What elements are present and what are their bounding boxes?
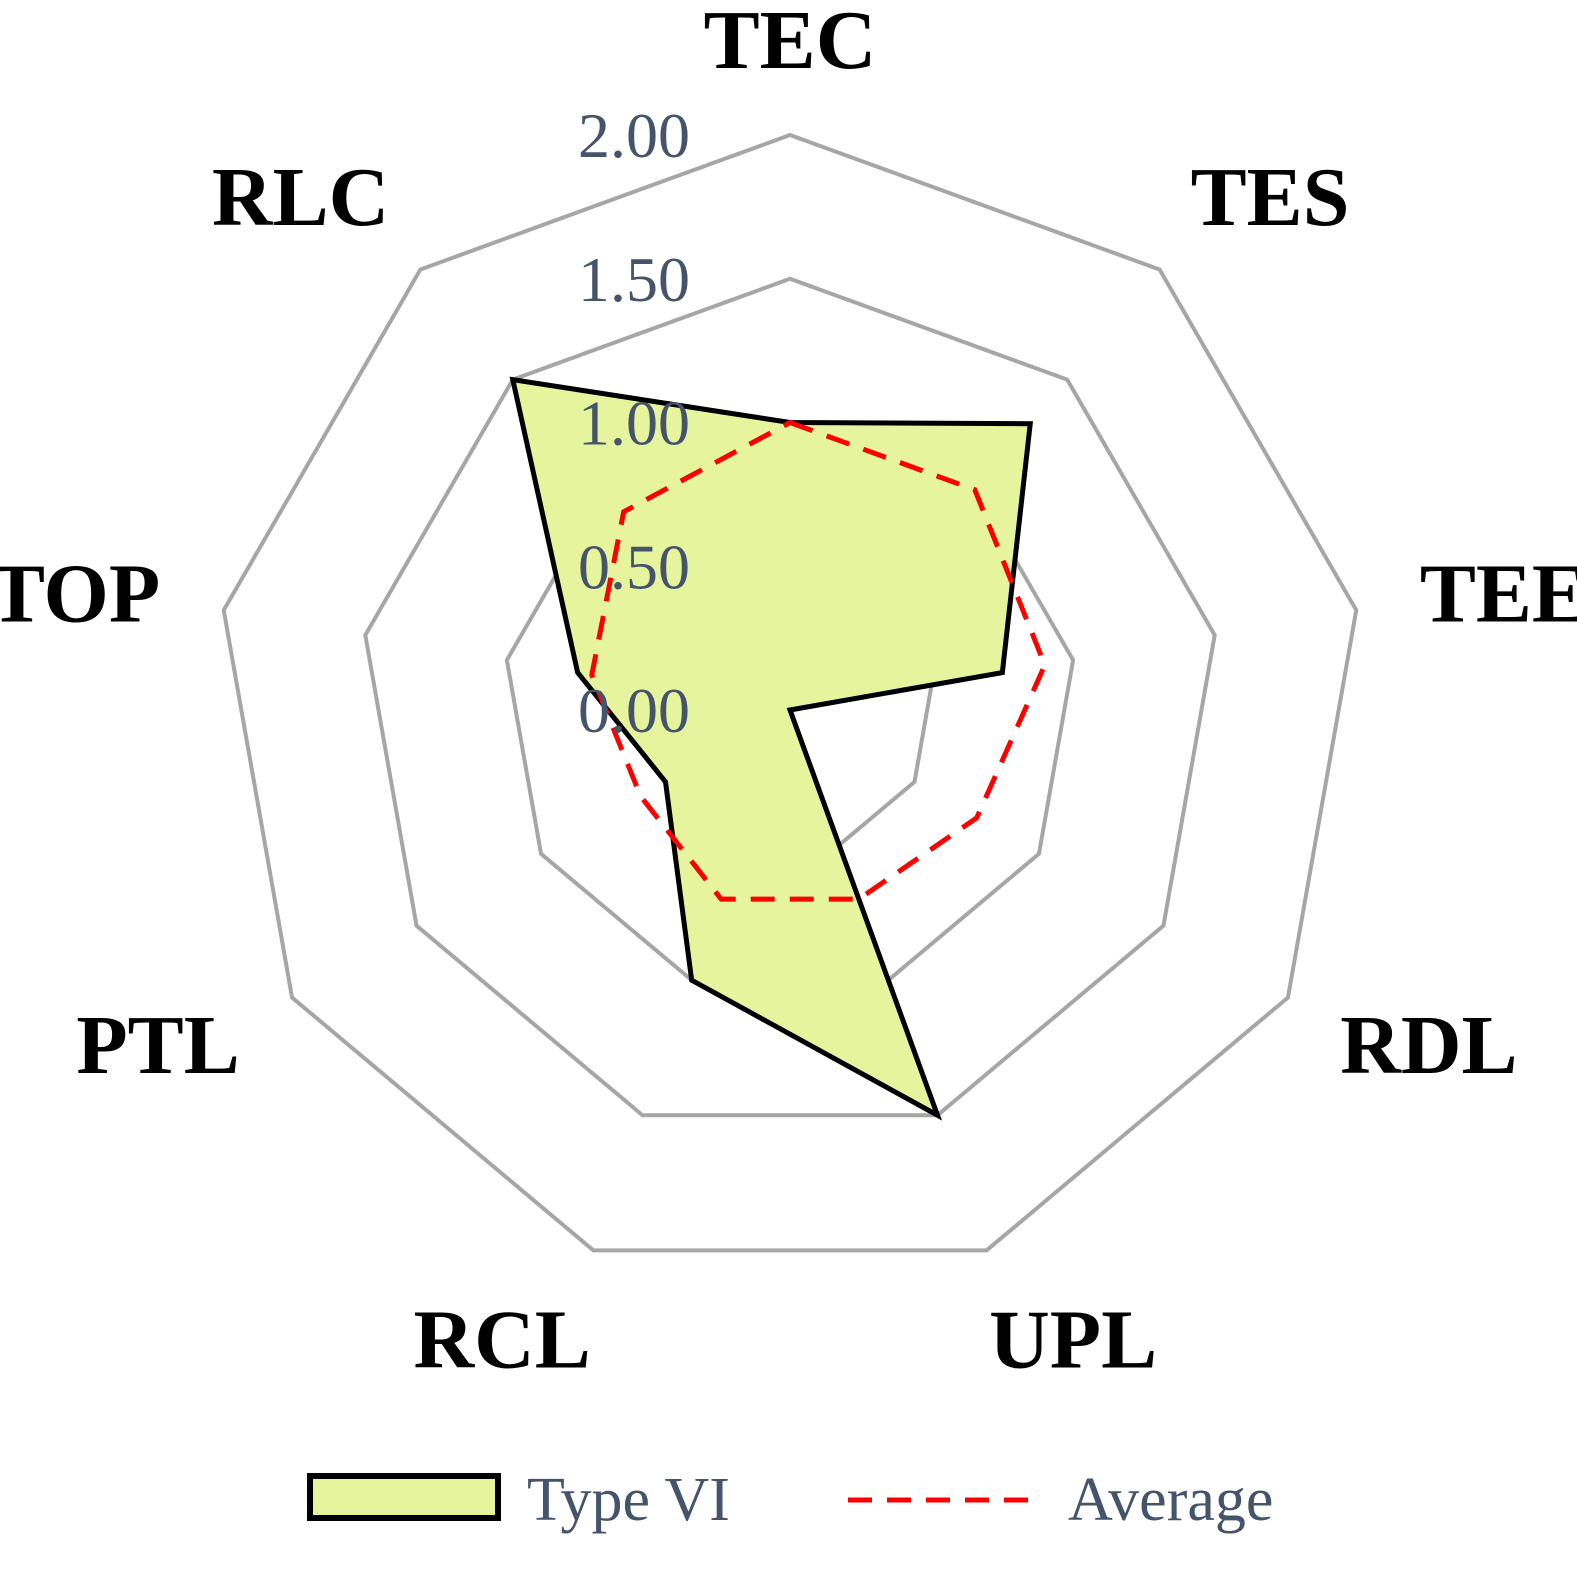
grid-ring-1-50: [363, 276, 1217, 1118]
legend-label-type-vi: Type VI: [527, 1466, 730, 1534]
axis-label-top: TOP: [0, 548, 160, 641]
legend-item-average: Average: [848, 1466, 1273, 1534]
tick-label-1-00: 1.00: [578, 388, 690, 459]
legend-item-type-vi: Type VI: [307, 1466, 730, 1534]
axis-label-rlc: RLC: [212, 151, 389, 244]
legend: Type VI Average: [307, 1466, 1273, 1534]
axis-labels: TEC TES TEE RDL UPL RCL PTL TOP RLC: [0, 0, 1577, 1387]
series-type-vi: [509, 376, 1034, 1121]
axis-label-rcl: RCL: [413, 1294, 590, 1387]
tick-labels: 0.00 0.50 1.00 1.50 2.00: [578, 100, 690, 746]
axis-label-rdl: RDL: [1340, 999, 1517, 1092]
tick-label-1-50: 1.50: [578, 244, 690, 315]
axis-label-tec: TEC: [704, 0, 877, 87]
axis-label-ptl: PTL: [76, 999, 239, 1092]
legend-label-average: Average: [1068, 1466, 1273, 1534]
tick-label-0-00: 0.00: [578, 675, 690, 746]
tick-label-2-00: 2.00: [578, 100, 690, 171]
series-layer: [509, 376, 1048, 1121]
axis-label-tee: TEE: [1420, 548, 1577, 641]
legend-swatch-type-vi: [307, 1473, 501, 1521]
grid-ring-2-00: [221, 132, 1359, 1253]
series-average: [589, 419, 1048, 902]
axis-label-tes: TES: [1191, 151, 1350, 244]
tick-label-0-50: 0.50: [578, 531, 690, 602]
axis-label-upl: UPL: [989, 1294, 1157, 1387]
